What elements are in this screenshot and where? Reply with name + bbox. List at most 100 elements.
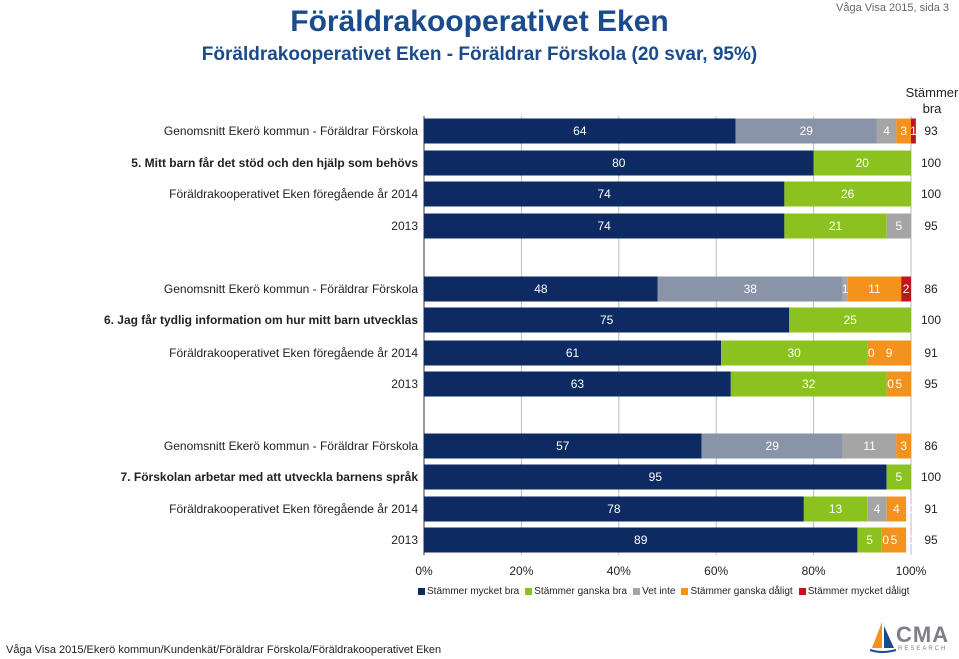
segment-label: 74 [598,219,612,233]
segment-label: 5 [895,470,902,484]
bar-segment [842,276,848,302]
segment-label: 25 [843,313,857,327]
agree-value: 93 [924,124,938,138]
agree-value: 100 [921,313,941,327]
cma-logo: CMA RESEARCH [868,620,954,654]
agree-value: 86 [924,439,938,453]
segment-label: 38 [744,282,758,296]
segment-label: 0 [912,156,919,170]
bar-segment [424,213,785,239]
bar-segment [424,118,736,144]
segment-label: 0 [912,313,919,327]
bar-segment [424,307,790,333]
segment-label: 4 [893,502,900,516]
bar-segment [886,464,911,490]
segment-label: 0 [912,377,919,391]
bar-segment [813,150,911,176]
bar-segment [657,276,843,302]
segment-label: 5 [895,219,902,233]
bar-segment [424,433,702,459]
x-tick-label: 40% [607,564,631,578]
segment-label: 0 [907,502,914,516]
bar-segment [701,433,843,459]
row-label: 6. Jag får tydlig information om hur mit… [104,313,418,327]
x-tick-label: 0% [415,564,433,578]
bar-segment [867,340,911,366]
segment-label: 89 [634,533,648,547]
segment-label: 11 [868,282,881,296]
segment-label: 29 [766,439,780,453]
bar-segment [424,496,804,522]
footer-path: Våga Visa 2015/Ekerö kommun/Kundenkät/Fö… [6,644,442,656]
bar-segment [847,276,902,302]
segment-label: 61 [566,346,580,360]
bar-segment [901,276,911,302]
segment-label: 26 [841,187,855,201]
segment-label: 74 [598,187,612,201]
legend-item-2: Stämmer ganska bra [525,586,627,597]
segment-label: 32 [802,377,816,391]
agree-value: 100 [921,156,941,170]
segment-label: 21 [829,219,843,233]
row-label: Föräldrakooperativet Eken föregående år … [169,502,418,516]
segment-label: 0 [912,346,919,360]
bar-segment [424,181,785,207]
bar-segment [876,118,897,144]
bar-segment [424,150,814,176]
row-label: 2013 [391,533,418,547]
row-label: Föräldrakooperativet Eken föregående år … [169,187,418,201]
legend-swatch-4 [681,588,689,595]
agree-value: 100 [921,187,941,201]
segment-label: 20 [856,156,870,170]
logo-text: CMA [896,622,950,647]
segment-label: 29 [800,124,814,138]
x-tick-label: 100% [896,564,927,578]
bar-segment [721,340,868,366]
bar-segment [867,496,887,522]
legend-label-5: Stämmer mycket dåligt [807,586,910,597]
legend-item-3: Vet inte [633,586,675,597]
legend-item-4: Stämmer ganska dåligt [681,586,793,597]
segment-label: 48 [534,282,548,296]
segment-label: 0 [907,533,914,547]
segment-label: 1 [842,282,849,296]
bar-segment [784,213,887,239]
agree-value: 86 [924,282,938,296]
segment-label: 95 [649,470,663,484]
segment-label: 75 [600,313,614,327]
legend-label-2: Stämmer ganska bra [534,586,628,597]
segment-label: 5 [891,533,898,547]
segment-label: 2 [903,282,910,296]
row-label: Genomsnitt Ekerö kommun - Föräldrar Förs… [164,439,418,453]
segment-label: 0 [912,187,919,201]
legend-swatch-5 [798,588,806,595]
agree-value: 100 [921,470,941,484]
segment-label: 3 [900,124,907,138]
bar-segment [789,307,911,333]
bar-segment [784,181,911,207]
legend-item-5: Stämmer mycket dåligt [798,586,910,597]
segment-label: 63 [571,377,585,391]
bar-segment [881,527,907,553]
segment-label: 57 [556,439,570,453]
logo-subtext: RESEARCH [898,646,948,652]
sail-icon [869,622,897,653]
segment-label: 1 [910,124,917,138]
bar-segment [424,527,858,553]
segment-label: 5 [895,377,902,391]
legend-label-4: Stämmer ganska dåligt [690,586,793,597]
x-tick-label: 60% [704,564,728,578]
agree-column-header: Stämmer bra [905,85,959,116]
bar-segment [735,118,877,144]
bar-segment [424,276,658,302]
bar-segment [803,496,868,522]
segment-label: 0 [882,533,889,547]
x-tick-label: 80% [802,564,826,578]
segment-label: 3 [900,439,907,453]
bar-segment [896,118,911,144]
segment-label: 30 [787,346,801,360]
x-tick-label: 20% [509,564,533,578]
bar-segment [886,371,911,397]
segment-label: 13 [829,502,843,516]
